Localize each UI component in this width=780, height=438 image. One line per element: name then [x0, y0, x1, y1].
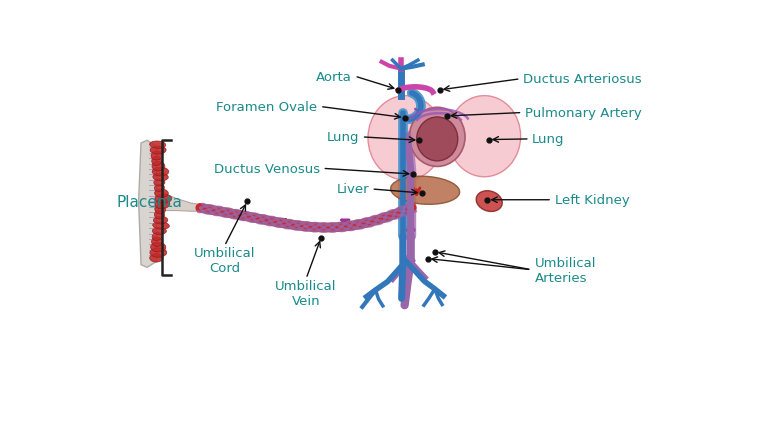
Text: Lung: Lung: [327, 131, 360, 144]
Ellipse shape: [153, 223, 169, 230]
Ellipse shape: [368, 96, 444, 181]
Ellipse shape: [151, 152, 163, 161]
Ellipse shape: [151, 237, 162, 247]
Text: Lung: Lung: [532, 133, 565, 146]
Ellipse shape: [154, 211, 165, 219]
Ellipse shape: [152, 168, 168, 177]
Polygon shape: [139, 141, 157, 268]
Text: Umbilical
Cord: Umbilical Cord: [193, 247, 255, 275]
Polygon shape: [155, 191, 200, 212]
Ellipse shape: [155, 200, 170, 209]
Ellipse shape: [150, 141, 166, 149]
Ellipse shape: [154, 205, 165, 215]
Text: Ductus Venosus: Ductus Venosus: [214, 162, 320, 175]
Ellipse shape: [155, 194, 172, 204]
Ellipse shape: [152, 156, 161, 166]
Ellipse shape: [154, 190, 168, 198]
Text: Umbilical
Arteries: Umbilical Arteries: [534, 256, 596, 284]
Text: Left Kidney: Left Kidney: [555, 194, 629, 207]
Text: Foramen Ovale: Foramen Ovale: [216, 101, 317, 114]
Ellipse shape: [150, 248, 167, 258]
Ellipse shape: [477, 191, 502, 212]
Ellipse shape: [152, 162, 165, 172]
Ellipse shape: [153, 174, 168, 181]
Text: Ductus Arteriosus: Ductus Arteriosus: [523, 73, 642, 86]
Ellipse shape: [448, 96, 521, 177]
Ellipse shape: [150, 254, 163, 262]
Ellipse shape: [152, 228, 166, 235]
Ellipse shape: [154, 217, 168, 224]
Ellipse shape: [154, 180, 165, 187]
Text: Umbilical
Vein: Umbilical Vein: [275, 279, 337, 307]
Ellipse shape: [152, 233, 162, 241]
Text: Aorta: Aorta: [316, 71, 352, 83]
Ellipse shape: [151, 243, 166, 252]
Ellipse shape: [410, 108, 465, 167]
Ellipse shape: [154, 185, 165, 192]
Ellipse shape: [150, 147, 166, 155]
Ellipse shape: [391, 177, 459, 205]
Ellipse shape: [417, 118, 458, 162]
Text: Liver: Liver: [336, 183, 369, 196]
Text: Placenta: Placenta: [117, 194, 183, 209]
Text: Pulmonary Artery: Pulmonary Artery: [525, 107, 642, 120]
